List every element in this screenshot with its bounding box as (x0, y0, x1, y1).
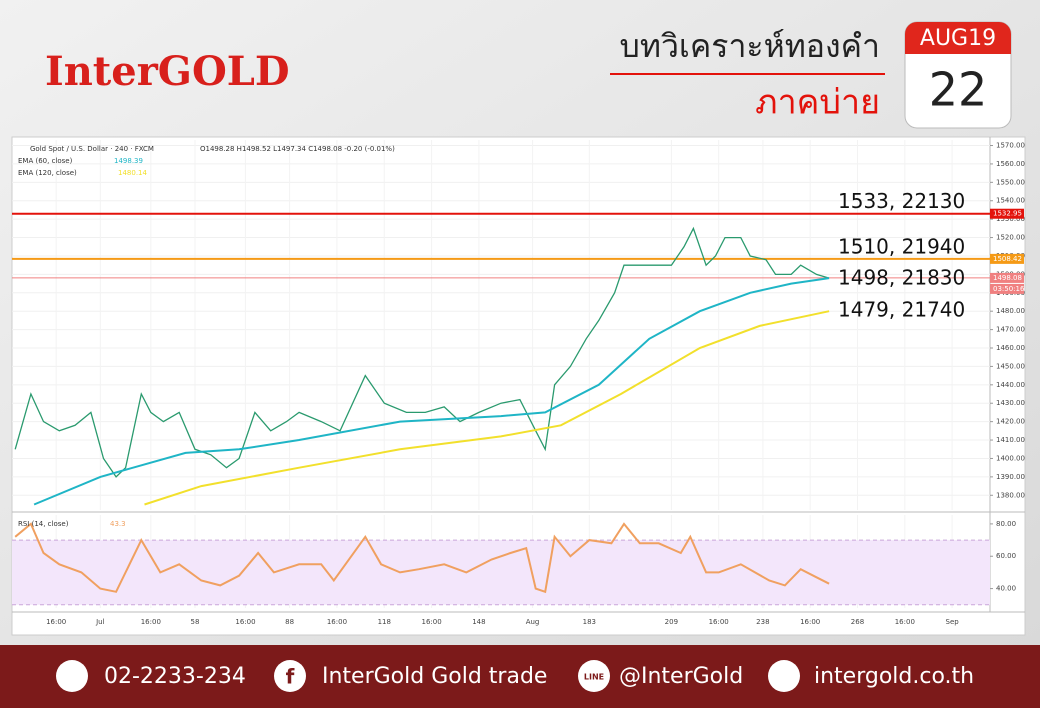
countdown: 03:50:16 (993, 285, 1025, 293)
svg-text:f: f (286, 665, 295, 689)
y-tick-label: 1440.00 (996, 381, 1025, 389)
y-tick-label: 1450.00 (996, 362, 1025, 370)
level-annotation: 1510, 21940 (838, 234, 965, 258)
y-tick-label: 1530.00 (996, 215, 1025, 223)
y-tick-label: 1480.00 (996, 307, 1025, 315)
price-tag-label: 1498.08 (993, 274, 1022, 282)
y-tick-label: 1380.00 (996, 491, 1025, 499)
x-tick-label: 268 (851, 618, 864, 626)
y-tick-label: 60.00 (996, 552, 1016, 560)
x-tick-label: 148 (472, 618, 485, 626)
x-tick-label: 16:00 (235, 618, 255, 626)
y-tick-label: 1430.00 (996, 399, 1025, 407)
y-tick-label: 80.00 (996, 520, 1016, 528)
title: บทวิเคราะห์ทองคำ (620, 27, 880, 65)
day: 22 (929, 63, 988, 117)
annotation: 1479, 21740 (838, 298, 965, 322)
phone: 02-2233-234 (104, 664, 246, 689)
calendar: AUG19 22 (904, 21, 1012, 129)
x-tick-label: 209 (665, 618, 678, 626)
x-tick-label: 16:00 (421, 618, 441, 626)
series-line (14, 522, 830, 594)
x-tick-label: 16:00 (709, 618, 729, 626)
x-tick-label: 58 (191, 618, 200, 626)
x-tick-label: Sep (946, 618, 960, 626)
level-annotation: 1533, 22130 (838, 189, 965, 213)
x-tick-label: 238 (756, 618, 769, 626)
legend-value: 43.3 (110, 520, 126, 528)
x-tick-label: Aug (526, 618, 540, 626)
legend-value: 1480.14 (118, 169, 147, 177)
price-tag (990, 208, 1024, 219)
website: intergold.co.th (814, 664, 974, 689)
x-tick-label: Jul (95, 618, 105, 626)
x-tick-label: 16:00 (46, 618, 66, 626)
x-tick-label: 183 (583, 618, 596, 626)
legend-name: EMA (60, close) (18, 157, 73, 165)
y-tick-label: 1470.00 (996, 326, 1025, 334)
logo: InterGOLD (45, 48, 290, 95)
y-tick-label: 1460.00 (996, 344, 1025, 352)
ohlc: O1498.28 H1498.52 L1497.34 C1498.08 -0.2… (200, 145, 395, 153)
price-tag-label: 1532.95 (993, 210, 1022, 218)
x-tick-label: 88 (285, 618, 294, 626)
legend-name: RSI (14, close) (18, 520, 69, 528)
y-tick-label: 1560.00 (996, 160, 1025, 168)
y-tick-label: 1520.00 (996, 234, 1025, 242)
chart-title: Gold Spot / U.S. Dollar · 240 · FXCM (30, 145, 154, 153)
y-tick-label: 1390.00 (996, 473, 1025, 481)
x-tick-label: 118 (378, 618, 391, 626)
x-tick-label: 16:00 (895, 618, 915, 626)
price-tag (990, 253, 1024, 264)
legend-value: 1498.39 (114, 157, 143, 165)
level-annotation: 1498, 21830 (838, 265, 965, 289)
line-id: @InterGold (619, 664, 743, 689)
subtitle: ภาคบ่าย (755, 83, 880, 123)
y-tick-label: 1540.00 (996, 197, 1025, 205)
y-tick-label: 1570.00 (996, 142, 1025, 150)
rsi-band (12, 540, 990, 605)
footer-icons: f LINE (56, 660, 800, 692)
svg-text:LINE: LINE (584, 673, 604, 682)
x-tick-label: 16:00 (327, 618, 347, 626)
y-tick-label: 1550.00 (996, 178, 1025, 186)
price-tag (990, 272, 1024, 283)
y-tick-label: 1410.00 (996, 436, 1025, 444)
footer (0, 645, 1040, 708)
countdown-tag (990, 283, 1024, 294)
series-line (33, 277, 830, 506)
y-tick-label: 40.00 (996, 585, 1016, 593)
legend-name: EMA (120, close) (18, 169, 77, 177)
y-tick-label: 1420.00 (996, 418, 1025, 426)
x-tick-label: 16:00 (800, 618, 820, 626)
facebook: InterGold Gold trade (322, 664, 547, 689)
series-line (144, 310, 830, 506)
series-line (14, 226, 830, 478)
month: AUG19 (920, 26, 996, 51)
y-tick-label: 1400.00 (996, 454, 1025, 462)
x-tick-label: 16:00 (141, 618, 161, 626)
price-tag-label: 1508.42 (993, 255, 1022, 263)
